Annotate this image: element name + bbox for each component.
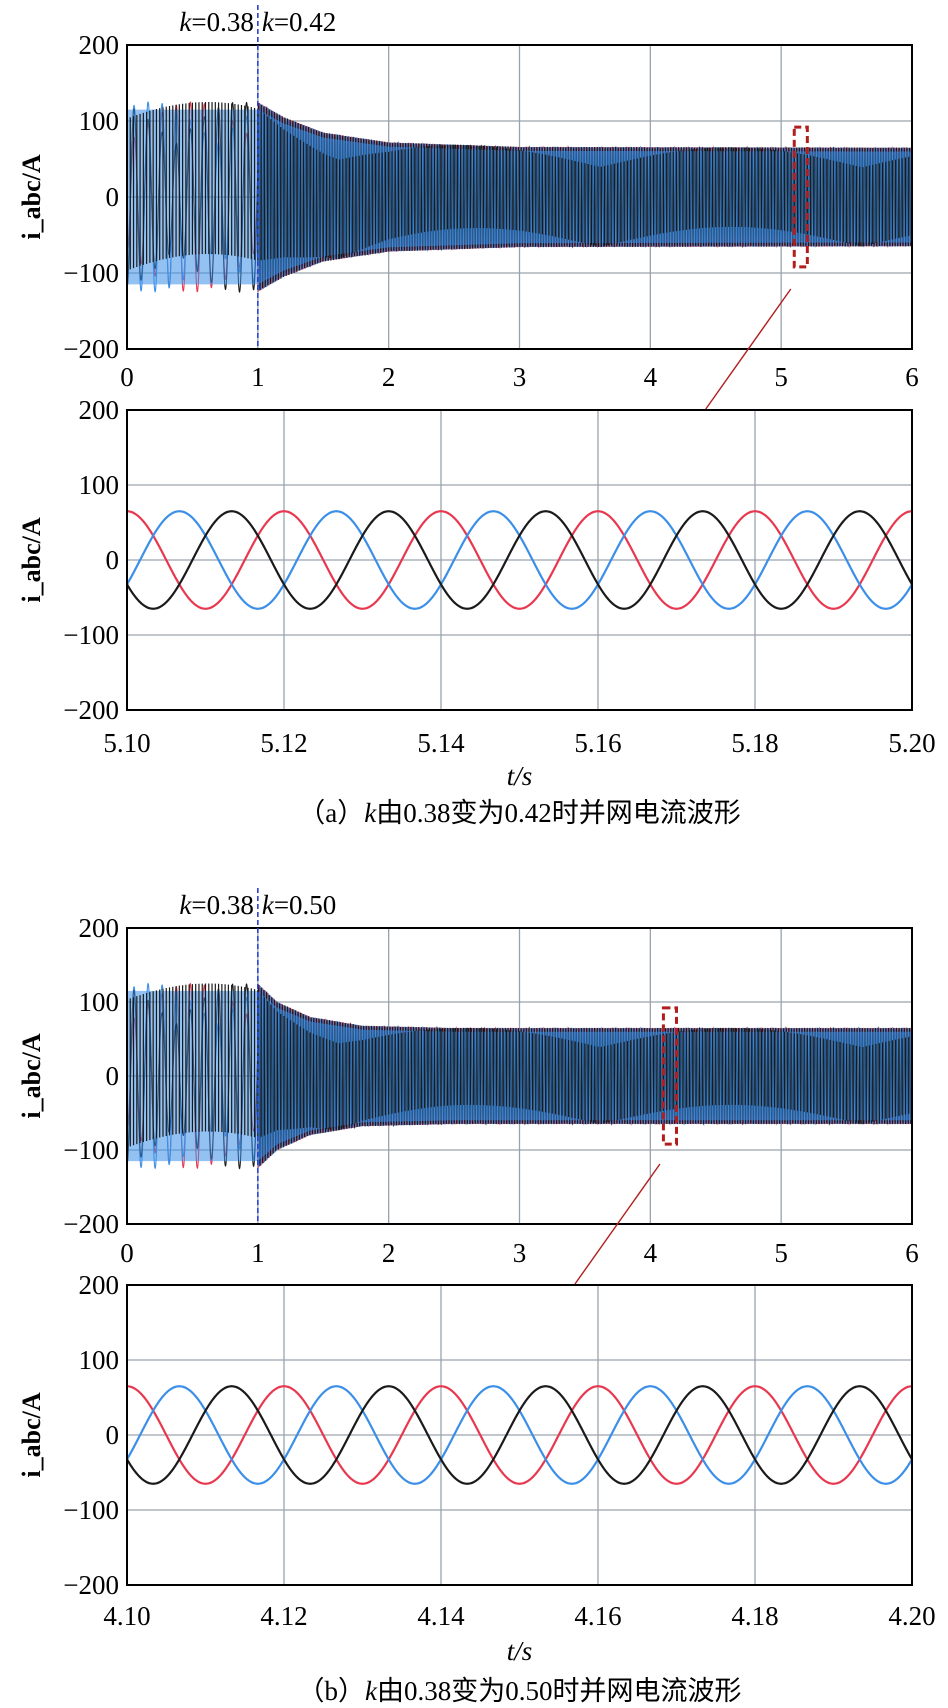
y-tick-label: −200 [63,695,119,725]
x-tick-label: 1 [251,362,265,392]
y-axis-label: i_abc/A [17,517,46,602]
x-tick-label: 0 [120,362,134,392]
x-tick-label: 5.14 [417,728,465,758]
panel-a-overview: 0 1 2 3 4 5 6 200 100 0 −100 −200 i_abc/A k=0.38 k=0.4… [17,5,919,410]
x-tick-label: 6 [905,362,919,392]
x-tick-label: 5 [774,362,788,392]
annotation-after: k=0.50 [262,890,336,920]
series-group [127,510,912,610]
y-tick-label: −200 [63,1209,119,1239]
x-tick-label: 2 [382,1238,396,1268]
y-tick-label: −200 [63,1570,119,1600]
zoom-connector [705,288,792,410]
zoom-box [792,125,809,269]
y-tick-label: 200 [79,1270,120,1300]
y-tick-label: −100 [63,620,119,650]
annotation-after: k=0.42 [262,7,336,37]
x-tick-label: 4.20 [888,1601,935,1631]
y-tick-label: −200 [63,334,119,364]
y-tick-label: 200 [79,913,120,943]
y-axis-label: i_abc/A [17,154,46,239]
x-tick-label: 2 [382,362,396,392]
panel-caption: （b）k由0.38变为0.50时并网电流波形 [298,1676,742,1706]
zoom-box [661,1006,679,1146]
envelope-group [127,102,912,285]
plot-frame [126,1284,913,1586]
y-tick-label: 0 [106,1061,120,1091]
envelope-group [127,983,912,1162]
y-tick-label: 100 [79,1345,120,1375]
y-tick-label: 100 [79,987,120,1017]
x-axis-label: t/s [507,1636,533,1666]
y-tick-label: −100 [63,1495,119,1525]
x-tick-label: 4 [644,362,658,392]
x-tick-label: 4.14 [417,1601,465,1631]
x-tick-label: 4 [644,1238,658,1268]
x-tick-label: 6 [905,1238,919,1268]
x-tick-label: 0 [120,1238,134,1268]
y-axis-label: i_abc/A [17,1392,46,1477]
x-tick-label: 1 [251,1238,265,1268]
y-axis-label: i_abc/A [17,1033,46,1118]
y-tick-label: 0 [106,1420,120,1450]
plot-frame [126,927,913,1225]
y-tick-label: 0 [106,182,120,212]
x-tick-label: 4.10 [103,1601,150,1631]
x-tick-label: 5.10 [103,728,150,758]
zoom-connector [574,1163,661,1285]
y-tick-label: −100 [63,258,119,288]
series-line-phase_c [127,1385,912,1485]
x-tick-label: 5 [774,1238,788,1268]
series-line-phase_c [127,510,912,610]
x-tick-label: 4.12 [260,1601,307,1631]
x-axis-label: t/s [507,761,533,791]
x-tick-label: 4.16 [574,1601,621,1631]
x-tick-label: 3 [513,1238,527,1268]
panel-caption: （a）k由0.38变为0.42时并网电流波形 [298,798,740,828]
x-tick-label: 5.16 [574,728,621,758]
x-tick-label: 5.12 [260,728,307,758]
x-tick-label: 5.20 [888,728,935,758]
x-tick-label: 3 [513,362,527,392]
y-tick-label: 0 [106,545,120,575]
x-tick-label: 5.18 [731,728,778,758]
panel-b-zoom: 4.10 4.12 4.14 4.16 4.18 4.20 200 100 0 −100 −200 i… [17,1270,936,1706]
y-tick-label: 100 [79,106,120,136]
panel-b-overview: 0 1 2 3 4 5 6 200 100 0 −100 −200 i_abc/A k=0.38 k=0.5… [17,888,919,1285]
plot-frame [126,44,913,350]
y-tick-label: 100 [79,470,120,500]
plot-frame [126,409,913,711]
series-group [127,1385,912,1485]
y-tick-label: 200 [79,395,120,425]
annotation-before: k=0.38 [179,7,253,37]
panel-a-zoom: 5.10 5.12 5.14 5.16 5.18 5.20 200 100 0 −100 −200 i… [17,395,936,828]
y-tick-label: 200 [79,30,120,60]
y-tick-label: −100 [63,1135,119,1165]
x-tick-label: 4.18 [731,1601,778,1631]
annotation-before: k=0.38 [179,890,253,920]
